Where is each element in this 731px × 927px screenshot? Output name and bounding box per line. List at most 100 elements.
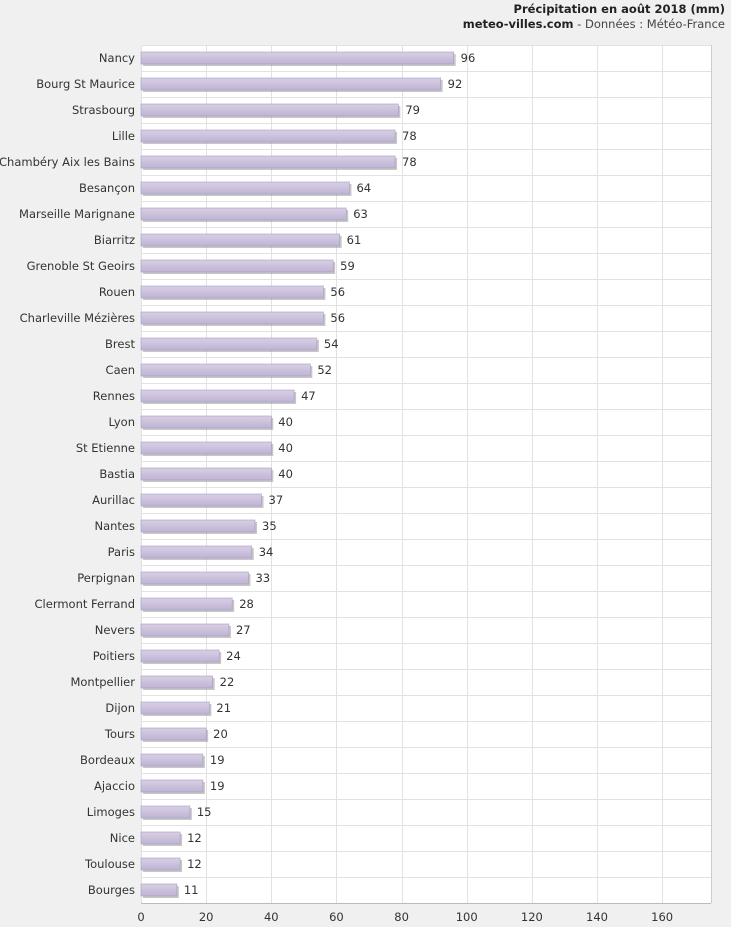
chart-title: Précipitation en août 2018 (mm) xyxy=(513,2,725,16)
category-label: Lyon xyxy=(109,415,135,429)
data-label: 64 xyxy=(356,181,371,195)
bar xyxy=(140,77,441,91)
data-label: 96 xyxy=(461,51,476,65)
data-label: 54 xyxy=(324,337,339,351)
bar xyxy=(140,753,204,767)
x-tick-label: 60 xyxy=(329,910,344,924)
category-label: Tours xyxy=(104,727,135,741)
bar xyxy=(140,181,350,195)
data-source: - Données : Météo-France xyxy=(573,17,725,31)
data-label: 15 xyxy=(197,805,212,819)
category-label: Biarritz xyxy=(94,233,135,247)
category-label: Nantes xyxy=(94,519,135,533)
data-label: 11 xyxy=(184,883,199,897)
x-tick-label: 100 xyxy=(456,910,478,924)
category-label: Poitiers xyxy=(93,649,135,663)
data-label: 24 xyxy=(226,649,241,663)
data-label: 33 xyxy=(255,571,270,585)
category-label: Aurillac xyxy=(92,493,135,507)
category-label: Besançon xyxy=(79,181,135,195)
bar xyxy=(140,779,204,793)
data-label: 52 xyxy=(317,363,332,377)
x-tick-label: 80 xyxy=(394,910,409,924)
category-label: Chambéry Aix les Bains xyxy=(0,155,135,169)
category-label: Clermont Ferrand xyxy=(35,597,135,611)
bar xyxy=(140,155,396,169)
category-label: Nevers xyxy=(95,623,135,637)
chart-header: Précipitation en août 2018 (mm) meteo-vi… xyxy=(463,2,725,32)
bar xyxy=(140,51,454,65)
category-label: Bourges xyxy=(88,883,135,897)
data-label: 56 xyxy=(330,311,345,325)
data-label: 78 xyxy=(402,155,417,169)
category-label: Bordeaux xyxy=(80,753,135,767)
category-label: Bourg St Maurice xyxy=(36,77,135,91)
data-label: 40 xyxy=(278,415,293,429)
data-label: 40 xyxy=(278,467,293,481)
bar xyxy=(140,207,347,221)
data-label: 61 xyxy=(347,233,362,247)
bar xyxy=(140,337,318,351)
data-label: 79 xyxy=(405,103,420,117)
data-label: 27 xyxy=(236,623,251,637)
data-label: 28 xyxy=(239,597,254,611)
site-name: meteo-villes.com xyxy=(462,17,574,31)
x-tick-label: 40 xyxy=(264,910,279,924)
bar xyxy=(140,701,210,715)
bar xyxy=(140,727,207,741)
category-label: Grenoble St Geoirs xyxy=(27,259,135,273)
category-label: Rouen xyxy=(99,285,135,299)
bar xyxy=(140,441,272,455)
bar xyxy=(140,311,324,325)
data-label: 22 xyxy=(220,675,235,689)
category-label: Toulouse xyxy=(84,857,135,871)
bar xyxy=(140,389,295,403)
data-label: 35 xyxy=(262,519,277,533)
data-label: 19 xyxy=(210,753,225,767)
category-label: Dijon xyxy=(105,701,135,715)
bar xyxy=(140,623,230,637)
plot-area: 0 20 40 60 80 100 120 140 160 Nancy 96 Bourg St Mau… xyxy=(0,45,712,924)
bar xyxy=(140,649,220,663)
bar xyxy=(140,233,340,247)
category-label: Lille xyxy=(112,129,135,143)
data-label: 56 xyxy=(330,285,345,299)
data-label: 21 xyxy=(216,701,231,715)
bar xyxy=(140,805,191,819)
x-tick-label: 160 xyxy=(651,910,673,924)
x-tick-label: 0 xyxy=(137,910,144,924)
bar xyxy=(140,597,233,611)
bar xyxy=(140,857,181,871)
data-label: 47 xyxy=(301,389,316,403)
bar xyxy=(140,545,253,559)
data-label: 63 xyxy=(353,207,368,221)
x-tick-label: 120 xyxy=(521,910,543,924)
x-tick-label: 140 xyxy=(586,910,608,924)
category-label: Caen xyxy=(106,363,135,377)
data-label: 12 xyxy=(187,831,202,845)
data-label: 40 xyxy=(278,441,293,455)
x-tick-label: 20 xyxy=(199,910,214,924)
data-label: 19 xyxy=(210,779,225,793)
category-label: Charleville Mézières xyxy=(20,311,135,325)
bar xyxy=(140,363,311,377)
category-label: Bastia xyxy=(99,467,135,481)
bar xyxy=(140,493,262,507)
bar xyxy=(140,883,178,897)
category-label: Marseille Marignane xyxy=(19,207,135,221)
bar xyxy=(140,259,334,273)
category-label: Rennes xyxy=(93,389,135,403)
chart-source: meteo-villes.com - Données : Météo-Franc… xyxy=(463,17,725,32)
category-label: Nancy xyxy=(99,51,135,65)
category-label: St Etienne xyxy=(76,441,135,455)
data-label: 78 xyxy=(402,129,417,143)
bar xyxy=(140,675,213,689)
bar xyxy=(140,831,181,845)
data-label: 37 xyxy=(269,493,284,507)
data-label: 20 xyxy=(213,727,228,741)
data-label: 92 xyxy=(448,77,463,91)
bar xyxy=(140,519,256,533)
bar xyxy=(140,129,396,143)
category-label: Paris xyxy=(108,545,135,559)
